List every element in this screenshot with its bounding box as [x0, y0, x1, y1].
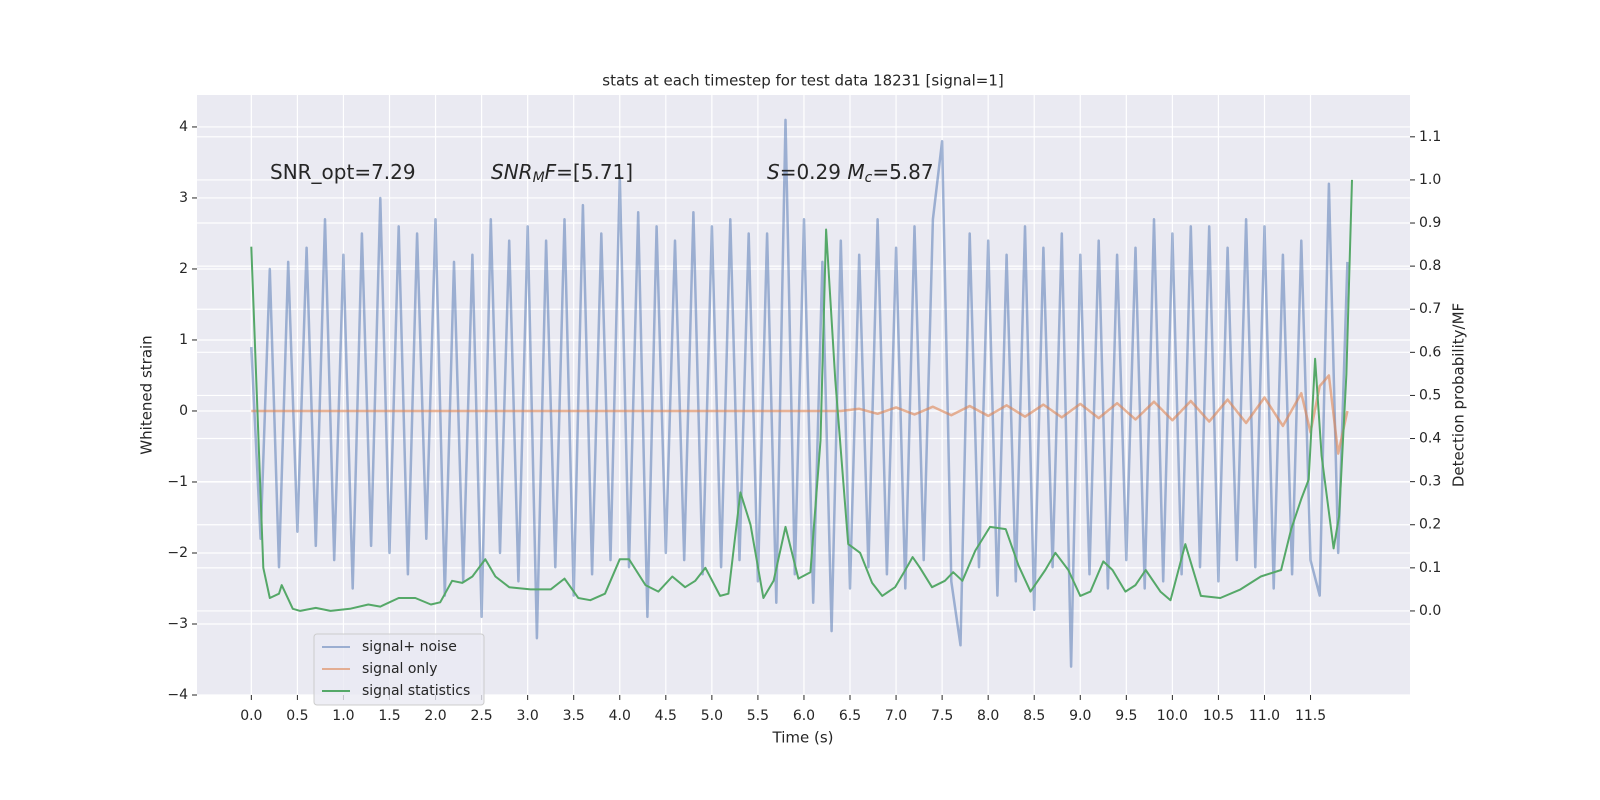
annotation-part: SNR [491, 160, 533, 184]
y2-tick-label: 0.9 [1419, 215, 1441, 231]
annotation-part: =5.87 [872, 160, 933, 184]
annotation-part: M [533, 170, 545, 186]
legend: signal+ noise signal only signal statistic… [313, 633, 485, 706]
y-tick-label: 4 [179, 119, 188, 135]
y-tick-label: −4 [167, 687, 188, 703]
y2-tick-label: 0.1 [1419, 560, 1441, 576]
x-axis-label: Time (s) [772, 729, 834, 747]
y2-tick-label: 0.0 [1419, 603, 1441, 619]
annotation-part: =[5.71] [556, 160, 633, 184]
x-tick-label: 6.0 [793, 708, 815, 724]
y2-tick-label: 0.5 [1419, 387, 1441, 403]
legend-label: signal only [362, 661, 437, 677]
annotation: S=0.29 Mc=5.87 [767, 160, 934, 187]
annotation-part: S [767, 160, 780, 184]
x-tick-label: 9.5 [1115, 708, 1137, 724]
x-tick-label: 5.5 [747, 708, 769, 724]
y-tick-label: 1 [179, 332, 188, 348]
y-tick-label: −1 [167, 474, 188, 490]
x-tick-label: 8.0 [977, 708, 999, 724]
chart-title: stats at each timestep for test data 182… [602, 72, 1003, 90]
x-tick-label: 11.0 [1249, 708, 1280, 724]
x-tick-label: 0.5 [286, 708, 308, 724]
y2-tick-label: 0.2 [1419, 517, 1441, 533]
annotation: SNRMF=[5.71] [491, 160, 633, 187]
annotation-part: SNR_opt=7.29 [270, 160, 416, 184]
x-tick-label: 4.0 [609, 708, 631, 724]
annotation-part: =0.29 [780, 160, 841, 184]
y2-tick-label: 0.3 [1419, 474, 1441, 490]
y2-tick-label: 0.4 [1419, 431, 1441, 447]
x-tick-label: 4.5 [655, 708, 677, 724]
y-tick-label: 0 [179, 403, 188, 419]
annotation: SNR_opt=7.29 [270, 160, 416, 184]
x-tick-label: 1.5 [378, 708, 400, 724]
y2-tick-label: 0.6 [1419, 344, 1441, 360]
y-axis-label: Whitened strain [138, 335, 156, 454]
series-line [250, 118, 1349, 668]
y-tick-label: −2 [167, 545, 188, 561]
x-tick-label: 0.0 [240, 708, 262, 724]
series-line [251, 374, 1349, 455]
legend-label: signal+ noise [362, 639, 457, 655]
x-tick-label: 7.0 [885, 708, 907, 724]
x-tick-label: 11.5 [1295, 708, 1326, 724]
x-tick-label: 1.0 [332, 708, 354, 724]
x-tick-label: 5.0 [701, 708, 723, 724]
y2-tick-label: 0.7 [1419, 301, 1441, 317]
x-tick-label: 8.5 [1023, 708, 1045, 724]
x-tick-label: 7.5 [931, 708, 953, 724]
annotation-part: c [865, 170, 873, 186]
x-tick-label: 3.5 [563, 708, 585, 724]
x-tick-label: 2.5 [470, 708, 492, 724]
x-tick-label: 2.0 [424, 708, 446, 724]
y2-tick-label: 0.8 [1419, 258, 1441, 274]
x-tick-label: 9.0 [1069, 708, 1091, 724]
y-tick-label: 2 [179, 261, 188, 277]
legend-box [313, 633, 485, 706]
x-tick-label: 6.5 [839, 708, 861, 724]
x-tick-label: 3.0 [517, 708, 539, 724]
x-tick-label: 10.5 [1203, 708, 1234, 724]
y2-tick-label: 1.1 [1419, 129, 1441, 145]
series-line [250, 179, 1353, 612]
y2-tick-label: 1.0 [1419, 172, 1441, 188]
y2-axis-label: Detection probability/MF [1450, 303, 1468, 487]
x-tick-label: 10.0 [1157, 708, 1188, 724]
annotation-part: F [545, 160, 557, 184]
y-tick-label: −3 [167, 616, 188, 632]
legend-label: signal statistics [362, 683, 470, 699]
y-tick-label: 3 [179, 190, 188, 206]
annotation-part: M [847, 160, 864, 184]
